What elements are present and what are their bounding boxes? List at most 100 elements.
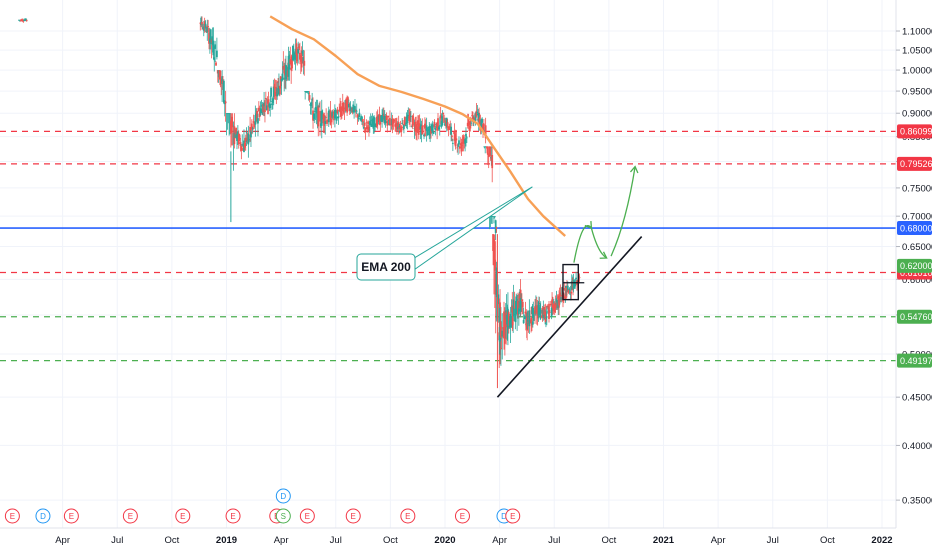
candle-body — [366, 126, 369, 130]
candle-body — [501, 330, 504, 337]
candle-body — [230, 116, 233, 126]
candle-body — [451, 143, 454, 144]
candle-body — [456, 147, 459, 149]
candle-body — [531, 321, 534, 325]
ema-callout: EMA 200 — [356, 186, 533, 281]
candle-body — [200, 17, 203, 26]
candle-body — [241, 144, 244, 146]
candle-body — [208, 32, 210, 44]
projection-arrow — [610, 166, 636, 257]
candle-body — [267, 99, 270, 107]
event-label: E — [128, 512, 133, 521]
candle-body — [512, 299, 515, 309]
candle-body — [222, 80, 225, 103]
event-marker — [35, 508, 51, 524]
candle-body — [265, 105, 268, 110]
candle-body — [256, 110, 258, 121]
candle-body — [257, 107, 260, 112]
candle-body — [521, 301, 524, 308]
candle-body — [480, 119, 483, 129]
candle-body — [259, 108, 262, 114]
horizontal-levels — [0, 130, 896, 362]
candle-body — [538, 302, 541, 305]
candle-body — [357, 117, 360, 120]
candle-body — [471, 115, 473, 116]
candle-body — [403, 117, 406, 125]
candle-body — [560, 297, 563, 300]
candle-body — [290, 67, 293, 71]
candle-body — [432, 131, 435, 134]
candle-body — [207, 26, 210, 27]
candle-body — [240, 146, 243, 151]
candle-body — [566, 285, 569, 291]
x-tick-label: Apr — [274, 535, 289, 546]
candle-body — [493, 217, 495, 219]
candle-body — [289, 59, 292, 65]
candle-body — [373, 117, 376, 127]
candle-body — [467, 119, 470, 125]
candles — [18, 16, 581, 389]
candle-body — [333, 110, 336, 119]
candle-body — [544, 311, 547, 322]
candle-body — [423, 134, 425, 137]
arrow-head — [629, 165, 639, 174]
candle-body — [495, 227, 498, 229]
candle-body — [455, 138, 458, 141]
candle-body — [314, 106, 317, 111]
candle-body — [229, 120, 232, 134]
candle-body — [334, 109, 337, 113]
candle-body — [206, 26, 209, 33]
candle-body — [450, 126, 453, 135]
callout-pointer — [410, 186, 533, 273]
price-tag-label: 0.79526 — [900, 159, 932, 169]
candle-body — [367, 121, 369, 125]
price-tag — [897, 221, 932, 236]
candle-body — [500, 348, 503, 349]
candle-body — [513, 308, 515, 315]
candle-body — [404, 125, 407, 126]
candle-body — [397, 122, 400, 130]
event-marker — [400, 508, 416, 524]
candle-body — [245, 132, 248, 134]
candle-body — [270, 87, 272, 97]
candle-body — [251, 128, 254, 130]
candle-body — [412, 118, 415, 121]
x-tick-label: Oct — [820, 535, 835, 546]
event-marker — [122, 508, 138, 524]
candle-body — [416, 126, 418, 133]
candle-body — [510, 316, 513, 328]
candle-body — [552, 301, 555, 303]
candle-body — [549, 304, 552, 306]
candle-body — [272, 86, 275, 98]
candle-body — [319, 110, 321, 122]
event-marker — [275, 488, 291, 504]
candle-body — [438, 125, 441, 127]
candle-body — [364, 127, 367, 133]
candle-body — [406, 114, 409, 124]
candle-body — [215, 62, 217, 66]
candle-body — [511, 318, 514, 326]
candle-body — [484, 125, 487, 139]
x-tick-label: Oct — [383, 535, 398, 546]
x-axis[interactable]: Apr Jul Oct 2019 Apr Jul Oct 2020 Apr Jul Oct 2021 A… — [0, 527, 896, 546]
candle-body — [302, 57, 305, 64]
candle-body — [310, 102, 313, 106]
candle-body — [384, 118, 387, 124]
candle-body — [214, 44, 217, 49]
candle-body — [215, 50, 218, 58]
candle-body — [482, 124, 484, 132]
candle-body — [362, 127, 365, 129]
candle-body — [389, 117, 391, 125]
y-axis[interactable]: 1.100001.050001.000000.950000.900000.850… — [895, 0, 932, 528]
grid — [0, 0, 896, 528]
candle-body — [306, 91, 309, 92]
candle-body — [400, 126, 403, 132]
candle-body — [569, 293, 572, 295]
price-tag — [897, 353, 932, 368]
event-label: E — [230, 512, 235, 521]
drawings — [496, 165, 643, 398]
